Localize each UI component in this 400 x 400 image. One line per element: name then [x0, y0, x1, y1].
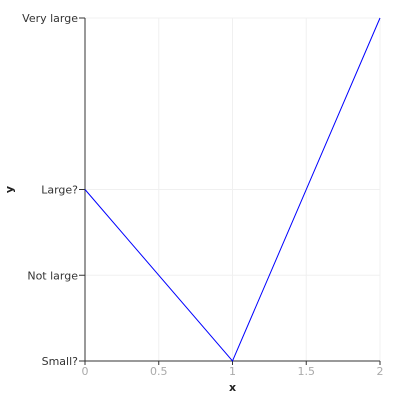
y-axis-label: y [3, 186, 16, 193]
y-tick-label: Not large [27, 269, 78, 282]
y-ticks: Small? Not large Large? Very large [22, 12, 85, 368]
x-tick-label: 1 [229, 365, 236, 378]
series-group [84, 17, 381, 362]
x-tick-label: 1.5 [298, 365, 316, 378]
x-tick-label: 0 [82, 365, 89, 378]
y-tick-label: Small? [42, 355, 79, 368]
series-line [84, 17, 381, 362]
y-tick-label: Large? [41, 184, 78, 197]
y-tick-label: Very large [22, 12, 78, 25]
x-ticks: 0 0.5 1 1.5 2 [82, 361, 384, 378]
x-axis-label: x [229, 381, 236, 394]
grid [84, 17, 381, 362]
x-tick-label: 2 [377, 365, 384, 378]
x-tick-label: 0.5 [150, 365, 168, 378]
